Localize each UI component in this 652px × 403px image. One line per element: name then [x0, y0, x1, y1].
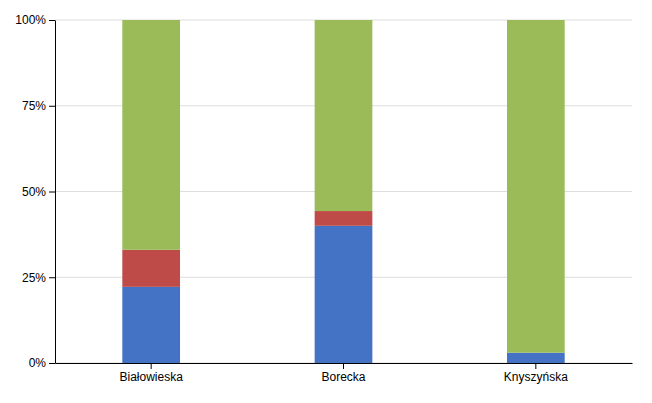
tick-mark [49, 277, 55, 278]
tick-mark [151, 363, 152, 369]
plot: 0% 25% 50% 75% 100% Białowieska Borecka Knyszyń… [15, 13, 632, 383]
bar-segment [122, 250, 180, 287]
bar-segment [315, 20, 373, 211]
tick-label: 100% [15, 13, 46, 27]
tick-mark [49, 363, 55, 364]
bar-segment [507, 20, 565, 353]
chart: 0% 25% 50% 75% 100% Białowieska Borecka Knyszyń… [0, 0, 652, 403]
grid [55, 20, 632, 363]
tick-mark [343, 363, 344, 369]
y-axis: 0% 25% 50% 75% 100% [15, 13, 55, 370]
bar-segment [315, 226, 373, 363]
tick-label: 50% [22, 185, 46, 199]
tick-label: Białowieska [119, 370, 183, 384]
tick-label: 25% [22, 271, 46, 285]
series [122, 20, 564, 353]
tick: 75% [22, 99, 55, 113]
tick-mark [49, 192, 55, 193]
tick: Borecka [321, 363, 365, 384]
tick-label: Borecka [321, 370, 365, 384]
tick-label: 0% [29, 356, 47, 370]
bar-segment [315, 211, 373, 226]
tick: 0% [29, 356, 55, 370]
tick: Białowieska [119, 363, 183, 384]
tick-label: 75% [22, 99, 46, 113]
tick-mark [49, 106, 55, 107]
tick-mark [535, 363, 536, 369]
bars [122, 20, 564, 363]
bar-segment [122, 20, 180, 250]
tick-mark [49, 20, 55, 21]
tick-label: Knyszyńska [504, 370, 568, 384]
tick: 100% [15, 13, 55, 27]
bar-segment [122, 287, 180, 363]
tick: 50% [22, 185, 55, 199]
tick: Knyszyńska [504, 363, 568, 384]
axis-line [55, 21, 56, 364]
tick: 25% [22, 271, 55, 285]
series [122, 226, 564, 363]
x-axis: Białowieska Borecka Knyszyńska [56, 363, 633, 384]
bar-segment [507, 353, 565, 363]
